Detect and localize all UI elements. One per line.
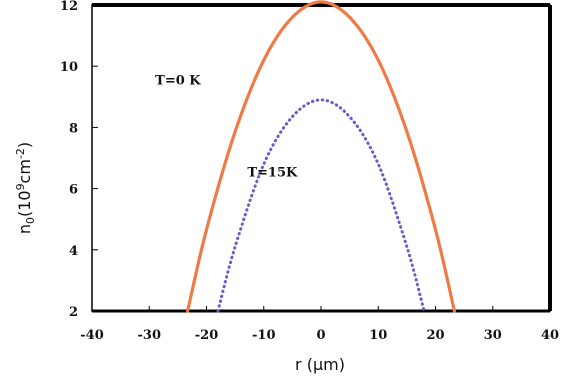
y-tick-label: 2 (69, 305, 78, 320)
y-tick-label: 6 (69, 183, 78, 198)
y-tick-label: 10 (60, 60, 78, 75)
annotation-t15k: T=15K (247, 165, 298, 180)
plot-frame (91, 4, 551, 312)
annotation-t0k: T=0 K (155, 74, 201, 89)
x-tick-label: -40 (80, 328, 104, 343)
x-tick-label: 30 (484, 328, 502, 343)
x-tick-label: 10 (369, 328, 387, 343)
series-line-t15k (216, 98, 426, 313)
x-tick-label: 40 (541, 328, 559, 343)
series-line-t0k (186, 0, 456, 313)
y-tick-label: 4 (69, 244, 78, 259)
x-tick-label: -20 (195, 328, 219, 343)
x-tick-label: 20 (426, 328, 444, 343)
x-tick-label: -10 (252, 328, 276, 343)
y-tick-label: 8 (69, 121, 78, 136)
y-tick-label: 12 (60, 0, 78, 14)
y-axis-label: n0(109cm-2) (14, 142, 37, 234)
x-tick-label: -30 (138, 328, 162, 343)
x-axis-label: r (µm) (295, 355, 345, 374)
plot-marks: 2 4 6 8 10 12 -40 -30 -20 -10 0 10 20 30 40 T=0 K T=15K (60, 0, 559, 343)
x-tick-label: 0 (316, 328, 325, 343)
